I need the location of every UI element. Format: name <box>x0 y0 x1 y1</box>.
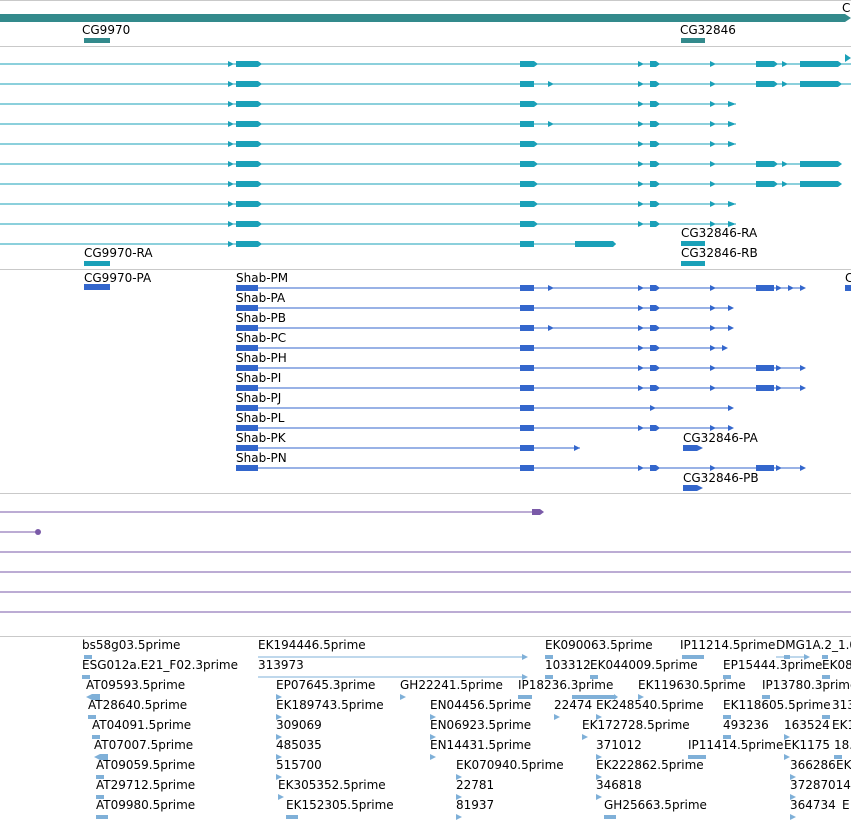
est-label[interactable]: 103312 <box>545 658 591 672</box>
protein-label-cg9970-pa[interactable]: CG9970-PA <box>84 271 152 285</box>
track-divider <box>0 46 851 47</box>
est-label[interactable]: EK152305.5prime <box>286 798 394 812</box>
track-divider <box>0 636 851 637</box>
est-label[interactable]: EN06923.5prime <box>430 718 532 732</box>
protein-glyphs <box>84 284 851 491</box>
est-label[interactable]: IP11214.5prime <box>680 638 776 652</box>
est-label[interactable]: 313973 <box>258 658 304 672</box>
track-divider <box>0 0 851 1</box>
track-divider <box>0 269 851 270</box>
est-label[interactable]: EK090063.5prime <box>545 638 653 652</box>
isoform-label[interactable]: Shab-PL <box>236 411 285 425</box>
est-label[interactable]: GH22241.5prime <box>400 678 503 692</box>
gene-bar-shab[interactable] <box>0 14 845 22</box>
est-label[interactable]: bs58g03.5prime <box>82 638 181 652</box>
est-label[interactable]: 515700 <box>276 758 322 772</box>
transcript-glyphs <box>0 54 851 266</box>
est-label[interactable]: AT09059.5prime <box>96 758 196 772</box>
est-label[interactable]: EK119630.5prime <box>638 678 746 692</box>
protein-track: CG9970-PA C Shab-PM Shab-PA Shab-PB Shab… <box>0 269 851 494</box>
isoform-label[interactable]: Shab-PI <box>236 371 282 385</box>
est-label[interactable]: 81937 <box>456 798 495 812</box>
est-label[interactable]: AT09980.5prime <box>96 798 196 812</box>
gene-bar-cg9970[interactable] <box>84 38 110 43</box>
est-label[interactable]: EK070940.5prime <box>456 758 564 772</box>
est-label[interactable]: AT29712.5prime <box>96 778 196 792</box>
isoform-label[interactable]: Shab-PN <box>236 451 287 465</box>
est-label[interactable]: IP18236.3prime <box>518 678 614 692</box>
est-label[interactable]: 37287 <box>790 778 829 792</box>
est-label[interactable]: EK222862.5prime <box>596 758 704 772</box>
est-label[interactable]: EK305352.5prime <box>278 778 386 792</box>
est-label[interactable]: 364734 <box>790 798 836 812</box>
gene-arrow <box>845 14 851 22</box>
isoform-label[interactable]: Shab-PB <box>236 311 286 325</box>
est-label[interactable]: EN04456.5prime <box>430 698 532 712</box>
est-label[interactable]: EK194446.5prime <box>258 638 366 652</box>
track-divider <box>0 493 851 494</box>
est-label[interactable]: EK1175 <box>784 738 830 752</box>
isoform-label[interactable]: Shab-PC <box>236 331 287 345</box>
transcript-label-cg9970-ra[interactable]: CG9970-RA <box>84 246 153 260</box>
est-label[interactable]: 493236 <box>723 718 769 732</box>
est-label[interactable]: AT04091.5prime <box>92 718 192 732</box>
est-label[interactable]: IP11414.5prime <box>688 738 784 752</box>
est-label[interactable]: EP15444.3prime <box>723 658 823 672</box>
transcript-track: CG9970-RA CG32846-RA CG32846-RB <box>0 46 851 270</box>
est-label[interactable]: AT07007.5prime <box>94 738 194 752</box>
est-label[interactable]: 22781 <box>456 778 495 792</box>
est-label[interactable]: EK248540.5prime <box>596 698 704 712</box>
est-label[interactable]: 313 <box>832 698 851 712</box>
protein-label-cut[interactable]: C <box>845 271 851 285</box>
gene-glyphs <box>0 14 851 43</box>
est-label[interactable]: EK <box>836 758 851 772</box>
alignment-track <box>0 493 851 637</box>
est-glyphs <box>82 654 842 820</box>
est-label[interactable]: 22474 <box>554 698 593 712</box>
isoform-label[interactable]: Shab-PH <box>236 351 287 365</box>
est-label[interactable]: AT09593.5prime <box>86 678 186 692</box>
est-label[interactable]: AT28640.5prime <box>88 698 188 712</box>
isoform-label[interactable]: Shab-PM <box>236 271 289 285</box>
est-label[interactable]: 014 <box>828 778 851 792</box>
est-label[interactable]: 366286 <box>790 758 836 772</box>
est-label[interactable]: IP13780.3prime <box>762 678 851 692</box>
est-label[interactable]: EK118605.5prime <box>723 698 831 712</box>
est-label[interactable]: 18. <box>834 738 851 752</box>
est-label[interactable]: EK08 <box>822 658 851 672</box>
transcript-label-cg32846-rb[interactable]: CG32846-RB <box>681 246 758 260</box>
alignment-glyphs <box>0 509 851 613</box>
gene-label-cg9970[interactable]: CG9970 <box>82 23 131 37</box>
est-track: bs58g03.5prime EK194446.5prime EK090063.… <box>0 636 851 821</box>
est-label[interactable]: 163524 <box>784 718 830 732</box>
est-label[interactable]: DMG1A.2_1.0 <box>776 638 851 652</box>
est-label[interactable]: 485035 <box>276 738 322 752</box>
gene-label-cut[interactable]: C <box>842 1 851 15</box>
est-label[interactable]: GH25663.5prime <box>604 798 707 812</box>
gene-track: CG9970 CG32846 C <box>0 0 851 46</box>
est-label[interactable]: 309069 <box>276 718 322 732</box>
gene-bar-cg32846[interactable] <box>681 38 705 43</box>
est-label[interactable]: EP07645.3prime <box>276 678 376 692</box>
protein-label-cg32846-pa[interactable]: CG32846-PA <box>683 431 758 445</box>
est-label[interactable]: EK189743.5prime <box>276 698 384 712</box>
gene-label-cg32846[interactable]: CG32846 <box>680 23 736 37</box>
isoform-label[interactable]: Shab-PK <box>236 431 286 445</box>
est-label[interactable]: EK1 <box>832 718 851 732</box>
est-label[interactable]: EN14431.5prime <box>430 738 532 752</box>
est-label[interactable]: ESG012a.E21_F02.3prime <box>82 658 238 672</box>
est-label[interactable]: 346818 <box>596 778 642 792</box>
transcript-label-cg32846-ra[interactable]: CG32846-RA <box>681 226 758 240</box>
isoform-label[interactable]: Shab-PJ <box>236 391 282 405</box>
protein-label-cg32846-pb[interactable]: CG32846-PB <box>683 471 759 485</box>
est-label[interactable]: 371012 <box>596 738 642 752</box>
isoform-label[interactable]: Shab-PA <box>236 291 286 305</box>
est-label[interactable]: EK172728.5prime <box>582 718 690 732</box>
est-label[interactable]: E <box>842 798 850 812</box>
est-label[interactable]: EK044009.5prime <box>590 658 698 672</box>
